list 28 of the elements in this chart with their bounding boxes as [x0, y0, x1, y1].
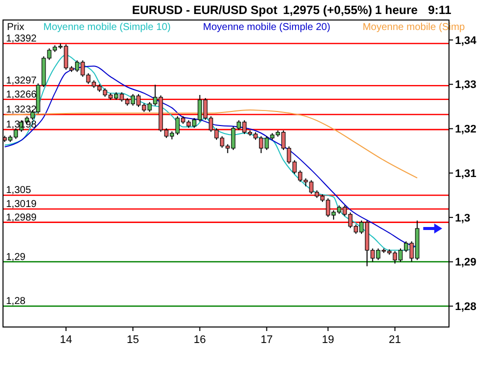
- text: Moyenne mobile (Simple 20): [203, 22, 330, 33]
- x-tick-label: 14: [60, 334, 72, 346]
- y-tick-label: 1,34: [455, 34, 478, 47]
- y-tick-label: 1,32: [455, 124, 476, 136]
- ref-line-label: 1,3019: [6, 198, 38, 210]
- ref-line-label: 1,3392: [6, 34, 38, 45]
- ref-line-label: 1,305: [6, 185, 32, 196]
- text: Moyenne mobile (Simple 10): [43, 22, 171, 33]
- x-tick-label: 15: [126, 334, 140, 346]
- ref-line-label: 1,3232: [6, 104, 38, 116]
- y-tick-label: 1,31: [455, 168, 476, 180]
- x-tick-label: 16: [194, 334, 206, 346]
- y-tick-label: 1,3: [455, 212, 470, 224]
- y-tick-label: 1,28: [455, 301, 476, 313]
- x-tick-label: 21: [388, 334, 402, 346]
- text: Prix: [7, 22, 24, 33]
- ref-line-label: 1,2989: [6, 212, 38, 224]
- x-tick-label: 17: [260, 334, 273, 346]
- text: 1 heure: [375, 3, 418, 17]
- text: 9:11: [428, 3, 452, 17]
- y-tick-label: 1,33: [455, 79, 476, 92]
- x-tick-label: 19: [322, 334, 334, 346]
- ref-line-label: 1,3297: [6, 76, 38, 87]
- text: 1,2975 (+0,55%): [283, 3, 372, 17]
- chart-title: EURUSD - EUR/USD Spot: [132, 3, 278, 17]
- ref-line-label: 1,28: [6, 296, 26, 308]
- ref-line-label: 1,29: [6, 252, 26, 263]
- y-tick-label: 1,29: [455, 256, 476, 269]
